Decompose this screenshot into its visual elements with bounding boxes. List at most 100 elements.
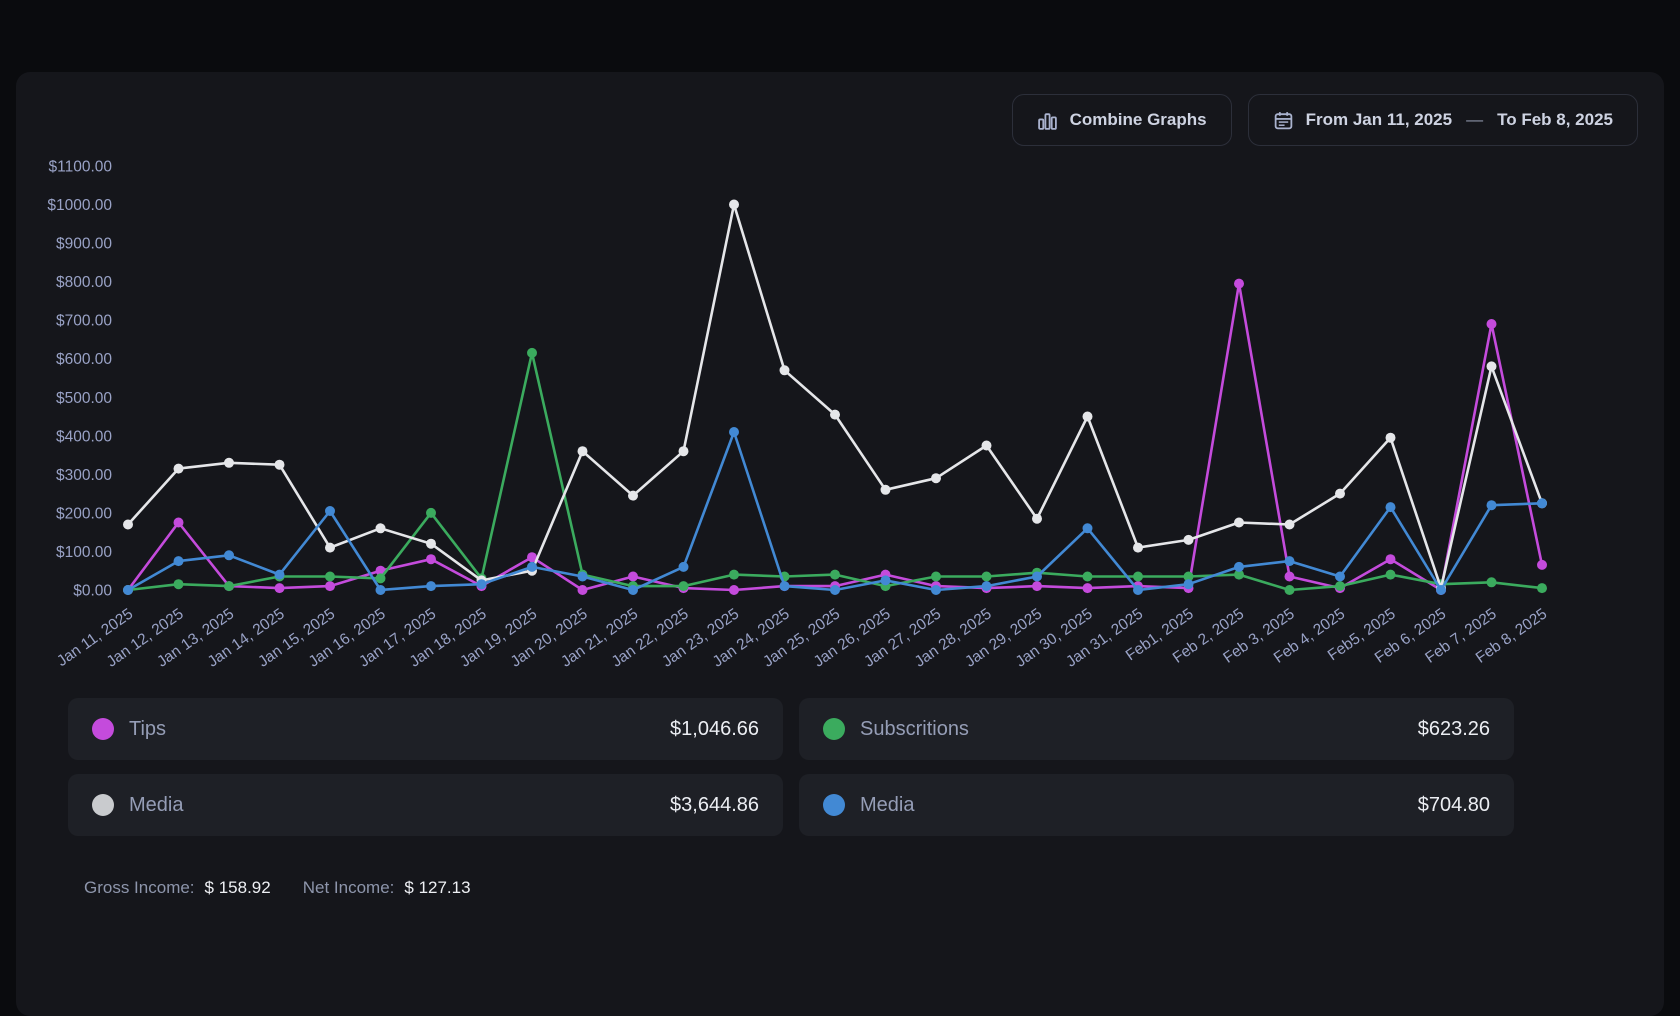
data-point-media-blue bbox=[224, 550, 234, 561]
media-white-label: Media bbox=[129, 793, 184, 816]
subscritions-value: $623.26 bbox=[1417, 717, 1490, 740]
data-point-media-white bbox=[173, 463, 184, 474]
data-point-subscritions bbox=[1486, 577, 1497, 588]
data-point-tips bbox=[1486, 319, 1497, 329]
data-point-media-blue bbox=[729, 427, 739, 437]
y-tick-label: $500.00 bbox=[56, 390, 112, 407]
data-point-subscritions bbox=[729, 569, 739, 580]
data-point-media-white bbox=[830, 409, 840, 420]
data-point-subscritions bbox=[224, 581, 234, 592]
data-point-media-white bbox=[1032, 513, 1042, 524]
data-point-media-white bbox=[1183, 534, 1194, 545]
data-point-subscritions bbox=[1133, 571, 1143, 582]
legend-card-media-white[interactable]: Media $3,644.86 bbox=[68, 774, 783, 836]
y-tick-label: $100.00 bbox=[56, 544, 112, 561]
data-point-media-blue bbox=[981, 581, 992, 592]
data-point-subscritions bbox=[931, 571, 941, 582]
legend-card-media-blue[interactable]: Media $704.80 bbox=[799, 774, 1514, 836]
data-point-media-blue bbox=[880, 575, 891, 586]
data-point-subscritions bbox=[1234, 569, 1244, 580]
data-point-media-blue bbox=[931, 585, 941, 595]
data-point-media-blue bbox=[476, 579, 487, 590]
data-point-tips bbox=[173, 517, 184, 528]
data-point-media-white bbox=[325, 542, 335, 553]
data-point-media-white bbox=[678, 446, 689, 457]
data-point-media-white bbox=[628, 490, 638, 501]
data-point-media-blue bbox=[325, 506, 335, 516]
data-point-tips bbox=[628, 571, 638, 582]
data-point-media-blue bbox=[779, 581, 790, 592]
data-point-subscritions bbox=[1284, 585, 1295, 595]
y-tick-label: $1100.00 bbox=[49, 159, 113, 176]
data-point-media-white bbox=[426, 538, 436, 549]
y-tick-label: $900.00 bbox=[56, 236, 112, 253]
data-point-tips bbox=[527, 552, 537, 563]
y-tick-label: $1000.00 bbox=[47, 197, 112, 214]
data-point-tips bbox=[274, 583, 285, 594]
data-point-tips bbox=[1284, 571, 1295, 582]
data-point-tips bbox=[1234, 278, 1244, 289]
data-point-media-white bbox=[1082, 411, 1093, 422]
y-tick-label: $0.00 bbox=[73, 583, 112, 600]
legend: Tips $1,046.66 Subscritions $623.26 Medi… bbox=[16, 694, 1664, 836]
legend-card-subscritions[interactable]: Subscritions $623.26 bbox=[799, 698, 1514, 760]
date-from-label: From Jan 11, 2025 bbox=[1305, 110, 1453, 129]
y-tick-label: $600.00 bbox=[56, 351, 112, 368]
data-point-tips bbox=[426, 554, 436, 565]
media-white-color-dot bbox=[92, 794, 114, 816]
y-tick-label: $700.00 bbox=[56, 313, 112, 330]
data-point-subscritions bbox=[1537, 583, 1547, 594]
data-point-media-blue bbox=[1335, 571, 1345, 582]
data-point-media-white bbox=[931, 473, 941, 484]
income-summary: Gross Income: $ 158.92 Net Income: $ 127… bbox=[16, 878, 1664, 898]
data-point-tips bbox=[1082, 583, 1093, 594]
data-point-media-blue bbox=[678, 561, 689, 572]
data-point-tips bbox=[729, 585, 739, 595]
y-tick-label: $300.00 bbox=[56, 467, 112, 484]
data-point-subscritions bbox=[1183, 571, 1194, 582]
data-point-media-blue bbox=[1486, 500, 1497, 511]
legend-card-tips[interactable]: Tips $1,046.66 bbox=[68, 698, 783, 760]
data-point-media-blue bbox=[1234, 561, 1244, 572]
data-point-media-white bbox=[729, 199, 739, 210]
data-point-media-blue bbox=[1537, 498, 1547, 509]
series-line-subscritions bbox=[126, 351, 1544, 592]
data-point-tips bbox=[1385, 554, 1396, 565]
media-blue-value: $704.80 bbox=[1417, 793, 1490, 816]
data-point-media-white bbox=[1486, 361, 1497, 372]
combine-graphs-button[interactable]: Combine Graphs bbox=[1011, 94, 1232, 146]
gross-income-label: Gross Income: bbox=[84, 878, 195, 897]
tips-color-dot bbox=[92, 718, 114, 740]
data-point-subscritions bbox=[1082, 571, 1093, 582]
series-line-media-white bbox=[126, 203, 1544, 590]
data-point-subscritions bbox=[173, 579, 184, 590]
data-point-subscritions bbox=[830, 569, 840, 580]
data-point-media-white bbox=[981, 440, 992, 451]
data-point-media-blue bbox=[1436, 585, 1446, 595]
data-point-media-blue bbox=[173, 556, 184, 567]
media-white-value: $3,644.86 bbox=[670, 793, 759, 816]
data-point-media-blue bbox=[375, 585, 386, 595]
data-point-subscritions bbox=[678, 581, 689, 592]
data-point-media-blue bbox=[1082, 523, 1093, 534]
y-tick-label: $200.00 bbox=[56, 505, 112, 522]
subscritions-label: Subscritions bbox=[860, 717, 969, 740]
data-point-tips bbox=[325, 581, 335, 592]
y-tick-label: $800.00 bbox=[56, 274, 112, 291]
tips-label: Tips bbox=[129, 717, 167, 740]
data-point-subscritions bbox=[1385, 569, 1396, 580]
earnings-line-chart: $0.00 $100.00 $200.00 $300.00 $400.00 $500.00… bbox=[47, 159, 1550, 671]
data-point-tips bbox=[577, 585, 588, 595]
data-point-media-blue bbox=[1032, 571, 1042, 582]
net-income-label: Net Income: bbox=[302, 878, 395, 897]
tips-value: $1,046.66 bbox=[670, 717, 759, 740]
data-point-media-blue bbox=[577, 571, 588, 582]
data-point-media-blue bbox=[628, 585, 638, 595]
media-blue-label: Media bbox=[860, 793, 915, 816]
data-point-subscritions bbox=[981, 571, 992, 582]
data-point-media-blue bbox=[830, 585, 840, 595]
net-income-value: $ 127.13 bbox=[404, 878, 471, 897]
date-range-button[interactable]: From Jan 11, 2025 — To Feb 8, 2025 bbox=[1247, 94, 1638, 146]
data-point-media-white bbox=[1385, 432, 1396, 443]
data-point-media-blue bbox=[1284, 556, 1295, 567]
